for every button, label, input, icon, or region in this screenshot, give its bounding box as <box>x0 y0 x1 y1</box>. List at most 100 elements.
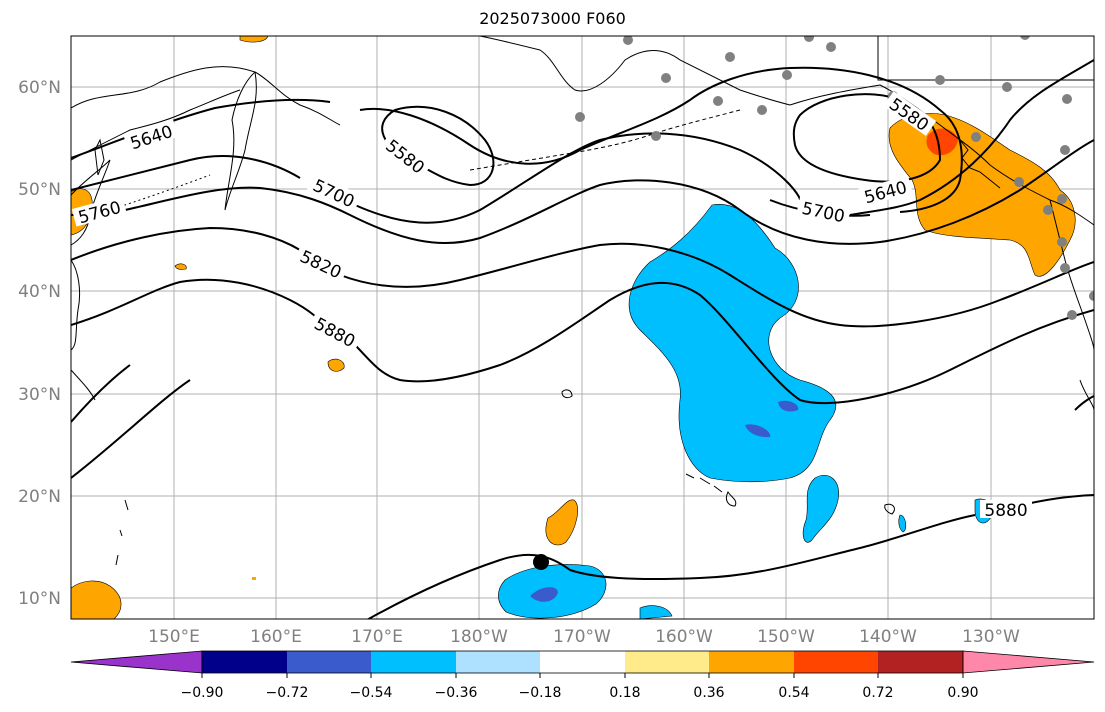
lon-label-150e: 150°E <box>148 627 200 647</box>
coastline-japan <box>71 159 111 246</box>
station-dot <box>623 36 633 45</box>
station-markers <box>415 36 1094 320</box>
colorbar-tick-labels: −0.90 −0.72 −0.54 −0.36 −0.18 0.18 0.36 … <box>181 685 979 701</box>
station-dot <box>757 105 767 115</box>
lat-label-20n: 20°N <box>18 487 61 507</box>
contour-5820 <box>71 226 1094 328</box>
colorbar-bin <box>456 651 540 673</box>
coastline-siberia <box>71 66 341 126</box>
coastline-west-asia <box>71 259 81 351</box>
positive-anomaly-southwest-corner <box>71 580 122 619</box>
lat-label-10n: 10°N <box>18 589 61 609</box>
lat-label-40n: 40°N <box>18 282 61 302</box>
station-dot <box>826 42 836 52</box>
colorbar: −0.90 −0.72 −0.54 −0.36 −0.18 0.18 0.36 … <box>70 650 1095 701</box>
station-dot <box>651 131 661 141</box>
station-dot <box>782 70 792 80</box>
station-dot <box>1020 36 1030 40</box>
negative-anomaly-central-pacific <box>628 204 837 483</box>
map-area: 5640 5580 5700 5760 5820 5880 5580 5640 … <box>71 36 1094 619</box>
coastline-alaska-west <box>479 36 791 106</box>
lon-label-180w: 180°W <box>450 627 508 647</box>
lon-label-140w: 140°W <box>859 627 917 647</box>
negative-anomaly-southwest-core <box>530 587 558 602</box>
colorbar-bin <box>540 651 625 673</box>
colorbar-tick-label: −0.90 <box>181 685 224 701</box>
lat-label-60n: 60°N <box>18 78 61 98</box>
colorbar-tick-label: −0.36 <box>435 685 478 701</box>
station-dot <box>1060 263 1070 273</box>
colorbar-bin <box>287 651 371 673</box>
height-contours <box>71 59 1094 619</box>
lon-label-170w: 170°W <box>553 627 611 647</box>
colorbar-extend-high <box>962 650 1095 674</box>
latitude-labels: 60°N 50°N 40°N 30°N 20°N 10°N <box>18 78 61 609</box>
positive-anomaly-dot <box>252 577 256 580</box>
contour-5580-east <box>792 93 942 183</box>
coastline-islands-south <box>115 499 895 566</box>
station-dot <box>575 112 585 122</box>
colorbar-bin <box>625 651 709 673</box>
coastline-canada-north <box>877 36 1094 81</box>
station-dot <box>725 52 735 62</box>
lon-label-170e: 170°E <box>351 627 403 647</box>
colorbar-tick-label: −0.54 <box>350 685 393 701</box>
contour-5700 <box>71 59 1094 224</box>
colorbar-ticks <box>201 673 964 678</box>
shaded-anomaly-fields <box>71 36 1076 619</box>
colorbar-extend-low <box>70 650 203 674</box>
positive-anomaly-west-small-a <box>174 263 187 270</box>
negative-anomaly-southeast <box>802 474 839 543</box>
coastlines <box>71 36 1094 566</box>
station-dot <box>804 36 814 42</box>
colorbar-tick-label: 0.54 <box>778 685 809 701</box>
station-dot <box>971 132 981 142</box>
coastline-hawaii <box>685 473 737 507</box>
station-dot <box>1057 237 1067 247</box>
contour-labels: 5640 5580 5700 5760 5820 5880 5580 5640 … <box>71 91 1032 521</box>
storm-position-marker[interactable] <box>533 554 549 570</box>
coastline-midway-islands <box>561 389 573 399</box>
coastline-bc-islands <box>959 139 1001 189</box>
colorbar-tick-label: −0.72 <box>266 685 309 701</box>
colorbar-bin <box>371 651 456 673</box>
colorbar-bin <box>709 651 794 673</box>
lon-label-130w: 130°W <box>962 627 1020 647</box>
lon-label-150w: 150°W <box>757 627 815 647</box>
negative-anomaly-core-1 <box>778 400 799 412</box>
map-frame <box>70 35 1095 620</box>
coastline-okhotsk <box>71 89 241 161</box>
station-dot <box>1089 291 1094 301</box>
station-dot <box>1057 194 1067 204</box>
lon-label-160e: 160°E <box>250 627 302 647</box>
station-dot <box>1067 310 1077 320</box>
colorbar-tick-label: −0.18 <box>519 685 562 701</box>
map-title: 2025073000 F060 <box>479 9 626 28</box>
station-dot <box>1043 205 1053 215</box>
negative-anomaly-core-2 <box>745 424 771 438</box>
colorbar-tick-label: 0.72 <box>862 685 893 701</box>
colorbar-bin <box>202 651 287 673</box>
colorbar-frame <box>201 650 964 674</box>
colorbar-tick-label: 0.18 <box>609 685 640 701</box>
coastline-kamchatka <box>224 71 257 211</box>
coastline-sakhalin <box>94 138 105 176</box>
lat-label-30n: 30°N <box>18 385 61 405</box>
station-dot <box>713 96 723 106</box>
contour-label-5880-east: 5880 <box>984 501 1027 521</box>
lat-label-50n: 50°N <box>18 180 61 200</box>
colorbar-tick-label: 0.36 <box>693 685 724 701</box>
longitude-labels: 150°E 160°E 170°E 180°W 170°W 160°W 150°… <box>148 627 1020 647</box>
positive-anomaly-marianas <box>545 499 578 546</box>
colorbar-bin <box>878 651 963 673</box>
negative-anomaly-south-small <box>639 605 673 619</box>
lon-label-160w: 160°W <box>655 627 713 647</box>
station-dot <box>1002 82 1012 92</box>
contour-far-west <box>71 364 131 423</box>
station-dot <box>935 75 945 85</box>
coastline-pacific-nw <box>1049 199 1094 351</box>
colorbar-bin <box>794 651 878 673</box>
station-dot <box>1014 177 1024 187</box>
contour-5880 <box>71 278 1094 405</box>
